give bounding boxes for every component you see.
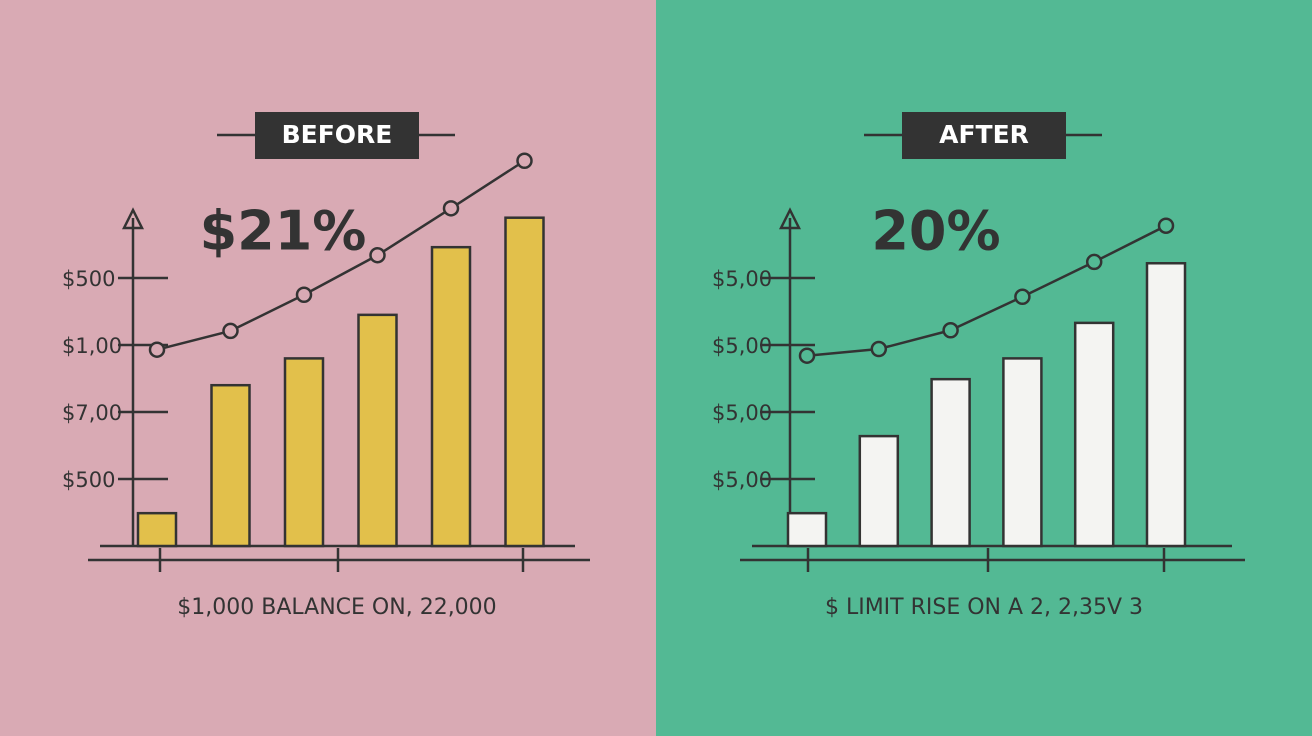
title-box <box>902 112 1066 159</box>
trend-marker <box>942 322 959 339</box>
bar <box>283 357 325 548</box>
trend-marker <box>1085 253 1103 271</box>
trend-line <box>806 224 1167 357</box>
y-tick-label: $500 <box>62 468 115 492</box>
y-tick-label: $500 <box>62 267 115 291</box>
bar <box>430 245 472 548</box>
trend-marker <box>369 246 386 264</box>
bar <box>136 511 178 548</box>
trend-marker <box>870 340 888 358</box>
bar <box>930 377 971 548</box>
title-box <box>255 112 419 159</box>
trend-marker <box>516 152 533 169</box>
headline: 20% <box>871 200 1000 263</box>
x-axis-caption: $ LIMIT RISE ON A 2, 2,35V 3 <box>825 595 1143 620</box>
trend-marker <box>1014 288 1031 306</box>
y-tick-label: $5,00 <box>712 401 772 425</box>
trend-marker <box>1157 217 1175 234</box>
trend-marker <box>798 347 816 364</box>
panel-background <box>0 0 656 736</box>
trend-marker <box>222 322 239 340</box>
y-tick-label: $5,00 <box>712 267 772 291</box>
trend-marker <box>148 341 166 358</box>
y-tick-label: $5,00 <box>712 468 772 492</box>
y-tick-label: $7,00 <box>62 401 122 425</box>
trend-marker <box>295 286 313 303</box>
trend-line <box>156 159 526 351</box>
bar <box>1002 357 1043 548</box>
bar <box>210 383 251 548</box>
chart-title: BEFORE <box>282 120 393 149</box>
bar <box>786 511 828 548</box>
y-tick-label: $1,00 <box>62 334 122 358</box>
bar <box>1073 321 1115 548</box>
panel: AFTER 20% $5,00 $5,00 $5,00 $5,00 $ LIMIT RISE… <box>656 0 1312 736</box>
bar <box>504 216 545 548</box>
headline: $21% <box>200 200 367 263</box>
y-tick-label: $5,00 <box>712 334 772 358</box>
chart-title: AFTER <box>939 120 1029 149</box>
bar <box>1145 262 1187 548</box>
x-axis-caption: $1,000 BALANCE ON, 22,000 <box>177 595 496 620</box>
panel: BEFORE $21% $500 $7,00 $1,00 $500 $1,000 BALAN… <box>0 0 656 736</box>
y-axis-arrow <box>121 207 145 230</box>
panel-background <box>656 0 1312 736</box>
trend-marker <box>442 200 460 217</box>
bar <box>858 434 900 548</box>
y-axis-arrow <box>778 207 802 230</box>
bar <box>357 313 398 548</box>
